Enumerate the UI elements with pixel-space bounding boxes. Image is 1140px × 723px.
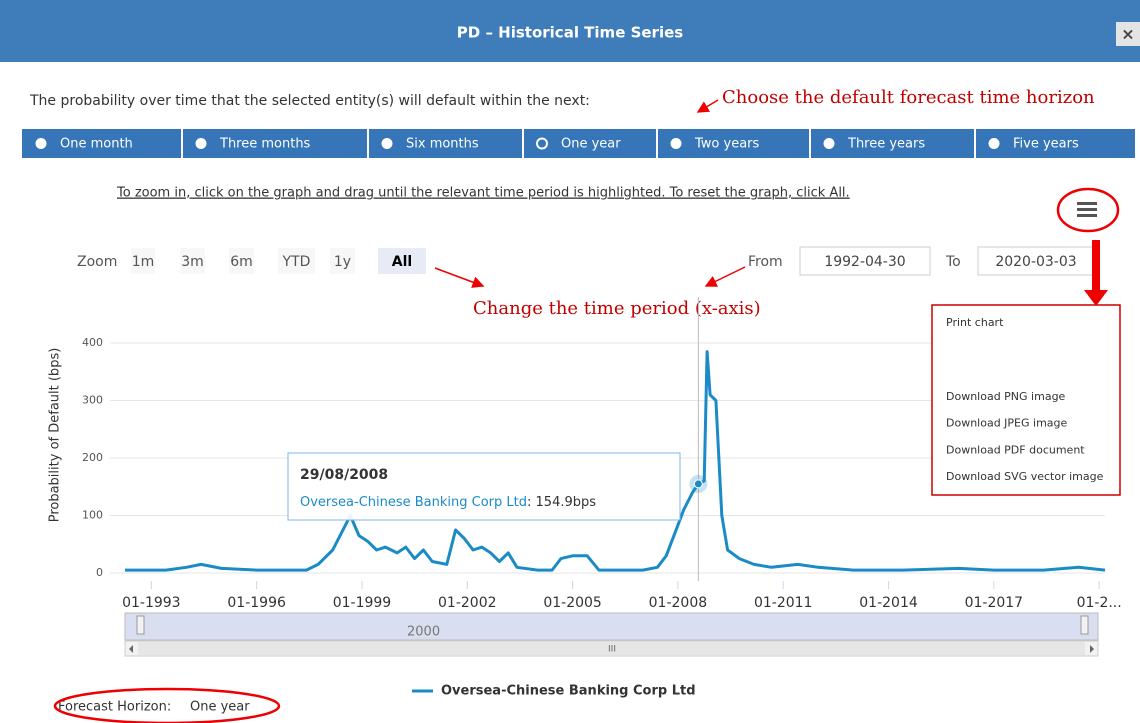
- highlight: [53, 687, 281, 723]
- zoom-button[interactable]: [180, 248, 205, 274]
- zoom-label: Zoom: [77, 254, 117, 270]
- menu-item[interactable]: Download PNG image: [946, 390, 1066, 403]
- radio[interactable]: [823, 138, 835, 149]
- y-tick-label: 200: [82, 451, 103, 464]
- header: [0, 0, 1140, 62]
- tab-label[interactable]: One year: [561, 137, 621, 152]
- arrow: [696, 99, 719, 113]
- from-input[interactable]: [799, 246, 931, 276]
- x-tick-label: 01-2008: [649, 595, 708, 611]
- menu-button[interactable]: [1077, 202, 1097, 217]
- close-button[interactable]: [1116, 22, 1140, 46]
- from-label: From: [748, 254, 783, 270]
- close-icon[interactable]: ×: [1121, 25, 1134, 44]
- x-tick-label: 01-1993: [122, 595, 181, 611]
- zoom-button-label[interactable]: 6m: [230, 254, 253, 270]
- legend-label[interactable]: Oversea-Chinese Banking Corp Ltd: [441, 684, 696, 699]
- y-tick-label: 400: [82, 336, 103, 349]
- prompt: The probability over time that the selec…: [29, 93, 590, 109]
- from-value: 1992-04-30: [824, 254, 905, 270]
- x-tick-label: 01-1996: [227, 595, 286, 611]
- tooltip-series: Oversea-Chinese Banking Corp Ltd: [300, 495, 527, 510]
- x-tick-label: 01-1999: [333, 595, 392, 611]
- hover-point: [693, 479, 703, 489]
- to-label: To: [945, 254, 961, 270]
- menu-item[interactable]: Print chart: [946, 316, 1004, 329]
- footer-label: Forecast Horizon:: [58, 700, 171, 715]
- annotation: Change the time period (x-axis): [473, 298, 761, 319]
- zoom-button-label[interactable]: All: [392, 254, 412, 270]
- menu-item[interactable]: Download JPEG image: [946, 417, 1068, 430]
- tab-label[interactable]: Two years: [694, 137, 760, 152]
- zoom-button[interactable]: [330, 248, 355, 274]
- highlight: [1056, 187, 1120, 233]
- annotation: Choose the default forecast time horizon: [722, 87, 1095, 108]
- tab-bar: [22, 129, 1135, 158]
- legend[interactable]: Oversea-Chinese Banking Corp Ltd: [412, 684, 696, 699]
- zoom-button[interactable]: [229, 248, 254, 274]
- y-tick-label: 0: [96, 566, 103, 579]
- y-tick-label: 100: [82, 509, 103, 522]
- x-tick-label: 01-2017: [965, 595, 1024, 611]
- x-tick-label: 01-2002: [438, 595, 497, 611]
- arrow: [434, 267, 485, 288]
- zoom-button-label[interactable]: 1m: [132, 254, 155, 270]
- to-input[interactable]: [977, 246, 1097, 276]
- tooltip-amount: : 154.9bps: [527, 495, 596, 510]
- x-tick-label: 01-2...: [1077, 595, 1122, 611]
- zoom-button[interactable]: [378, 248, 426, 274]
- tab-label[interactable]: Three months: [219, 137, 311, 152]
- tooltip-value: Oversea-Chinese Banking Corp Ltd: 154.9b…: [300, 495, 596, 510]
- tab-label[interactable]: Six months: [406, 137, 479, 152]
- dialog-title: PD – Historical Time Series: [457, 24, 683, 42]
- radio[interactable]: [195, 138, 207, 149]
- radio[interactable]: [536, 137, 548, 150]
- scrollbar-grip: III: [608, 645, 616, 655]
- radio[interactable]: [35, 138, 47, 149]
- zoom-button[interactable]: [131, 248, 155, 274]
- x-tick-label: 01-2014: [859, 595, 918, 611]
- zoom-button-label[interactable]: YTD: [282, 254, 311, 270]
- footer-value: One year: [190, 700, 250, 715]
- x-tick-label: 01-2005: [543, 595, 602, 611]
- tooltip-date: 29/08/2008: [300, 467, 388, 483]
- zoom-button-label[interactable]: 1y: [334, 254, 351, 270]
- navigator: 2000 III: [124, 612, 1099, 657]
- x-tick-label: 01-2011: [754, 595, 813, 611]
- menu-item[interactable]: Download SVG vector image: [946, 470, 1104, 483]
- zoom-button-label[interactable]: 3m: [181, 254, 204, 270]
- menu-item[interactable]: Download PDF document: [946, 443, 1085, 456]
- radio[interactable]: [381, 138, 393, 149]
- zoom-button[interactable]: [278, 248, 315, 274]
- navigator-label: 2000: [407, 625, 440, 640]
- context-menu: Print chart Download PNG image Download J…: [931, 240, 1121, 496]
- arrow: [704, 266, 746, 287]
- radio[interactable]: [670, 138, 682, 149]
- instructions: To zoom in, click on the graph and drag …: [116, 186, 850, 201]
- y-axis-title: Probability of Default (bps): [48, 348, 63, 523]
- tooltip: [287, 452, 681, 521]
- radio[interactable]: [988, 138, 1000, 149]
- tab-label[interactable]: One month: [60, 137, 133, 152]
- to-value: 2020-03-03: [995, 254, 1076, 270]
- tab-label[interactable]: Three years: [847, 137, 925, 152]
- y-tick-label: 300: [82, 394, 103, 407]
- tab-label[interactable]: Five years: [1013, 137, 1079, 152]
